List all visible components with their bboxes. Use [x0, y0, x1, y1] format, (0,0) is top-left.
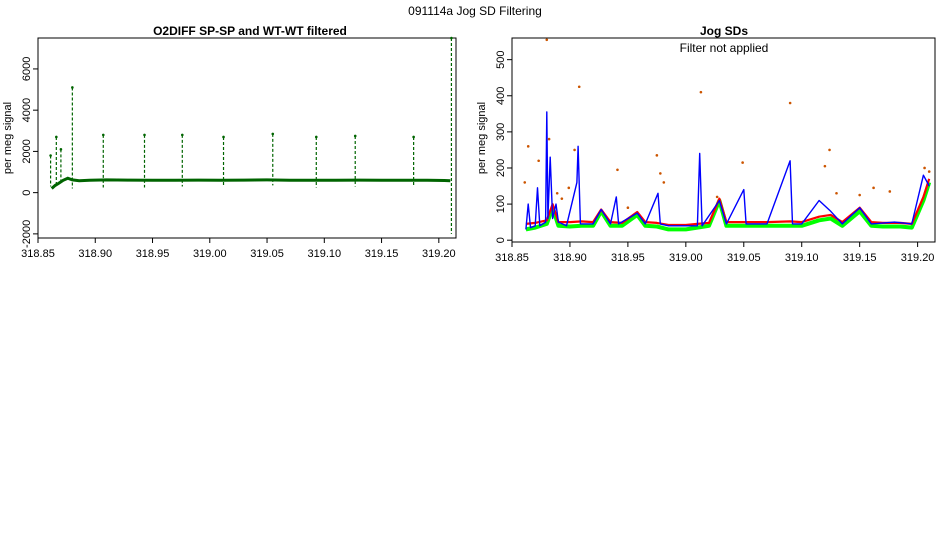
left-chart-title: O2DIFF SP-SP and WT-WT filtered [153, 24, 347, 38]
right-blue-series-line [525, 111, 930, 230]
left-x-tick-label: 318.85 [21, 248, 55, 260]
left-spike-point [101, 133, 105, 137]
left-x-tick-label: 318.95 [136, 248, 170, 260]
right-outlier-point [828, 148, 831, 152]
right-outlier-point [577, 85, 581, 89]
right-plot-frame [511, 37, 936, 243]
left-x-tick-label: 319.20 [422, 248, 456, 260]
right-outlier-point [547, 137, 551, 141]
right-outlier-point [537, 159, 540, 163]
right-x-tick-label: 319.05 [727, 252, 761, 264]
right-x-tick-label: 319.10 [785, 252, 819, 264]
left-spike-point [55, 135, 58, 139]
left-y-tick-label: 0 [21, 190, 33, 196]
left-spike-point [222, 135, 225, 139]
right-outlier-point [555, 191, 559, 195]
right-outlier-point [823, 164, 827, 168]
left-x-tick-label: 318.90 [78, 248, 112, 260]
right-outlier-point [573, 148, 576, 152]
right-outlier-point [835, 191, 838, 195]
right-y-tick-label: 200 [495, 159, 507, 177]
right-outlier-point [923, 166, 926, 170]
left-y-axis-label: per meg signal [2, 102, 14, 174]
left-spike-point [353, 134, 357, 138]
right-outlier-point [662, 181, 666, 184]
left-y-tick-label: 4000 [21, 98, 33, 122]
right-outlier-point [659, 172, 662, 175]
right-chart-panel: Jog SDs Filter not applied per meg signa… [476, 24, 936, 264]
right-outlier-point [626, 206, 630, 209]
left-y-tick-label: -2000 [21, 220, 33, 248]
left-spike-point [143, 133, 146, 137]
right-outlier-point [888, 190, 892, 193]
left-spike-point [49, 154, 52, 157]
left-spike-point [271, 132, 275, 136]
left-x-tick-label: 319.05 [250, 248, 284, 260]
right-x-tick-label: 319.15 [843, 252, 877, 264]
left-y-tick-label: 6000 [21, 57, 33, 81]
left-spike-point [314, 135, 318, 139]
right-y-tick-label: 0 [495, 237, 507, 243]
right-outlier-point [655, 154, 659, 157]
right-outlier-point [858, 193, 861, 197]
left-x-tick-label: 319.15 [365, 248, 399, 260]
left-x-tick-label: 319.10 [307, 248, 341, 260]
right-x-tick-label: 318.85 [495, 252, 529, 264]
right-outlier-point [741, 161, 744, 164]
left-spike-point [59, 148, 63, 151]
left-x-tick-label: 319.00 [193, 248, 227, 260]
figure-title: 091114a Jog SD Filtering [408, 4, 542, 18]
left-spike-point [412, 135, 415, 139]
right-outlier-point [545, 38, 549, 42]
right-outlier-point [715, 195, 719, 199]
right-green-series-line [525, 181, 932, 232]
right-x-tick-label: 318.95 [611, 252, 645, 264]
left-chart-panel: O2DIFF SP-SP and WT-WT filtered per meg … [2, 24, 457, 260]
left-spike-point [180, 133, 184, 137]
right-outlier-point [560, 197, 564, 200]
right-red-series-line [525, 178, 931, 227]
right-y-tick-label: 400 [495, 87, 507, 105]
right-x-tick-label: 318.90 [553, 252, 587, 264]
right-outlier-point [523, 181, 527, 184]
right-outlier-point [699, 90, 703, 94]
right-y-tick-label: 100 [495, 195, 507, 213]
right-outlier-point [788, 101, 792, 105]
right-outlier-point [927, 170, 931, 173]
right-outlier-point [567, 186, 571, 190]
right-chart-title: Jog SDs [700, 24, 748, 38]
left-plot-frame [37, 37, 457, 239]
right-x-tick-label: 319.00 [669, 252, 703, 264]
right-x-tick-label: 319.20 [901, 252, 935, 264]
right-y-tick-label: 300 [495, 123, 507, 141]
right-y-tick-label: 500 [495, 50, 507, 68]
right-outlier-point [526, 145, 530, 148]
left-spike-point [450, 36, 453, 40]
left-baseline-trace [50, 176, 451, 190]
right-y-axis-label: per meg signal [476, 102, 488, 174]
filter-annotation: Filter not applied [680, 41, 769, 55]
left-spike-point [71, 86, 74, 89]
left-y-tick-label: 2000 [21, 139, 33, 163]
right-outlier-point [616, 168, 619, 172]
right-outlier-point [872, 186, 875, 190]
